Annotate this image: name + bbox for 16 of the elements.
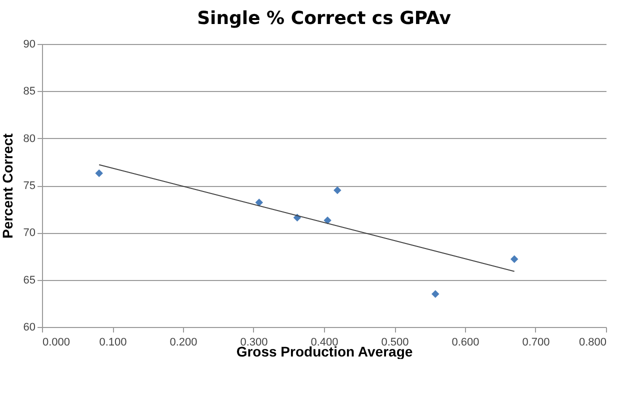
x-tick-label: 0.700	[522, 336, 550, 348]
x-tick-label: 0.100	[99, 336, 127, 348]
y-tick-label: 90	[23, 38, 36, 50]
x-tick-label: 0.200	[170, 336, 198, 348]
y-tick-label: 85	[23, 86, 36, 98]
y-tick-label: 70	[23, 227, 36, 240]
x-tick-label: 0.000	[42, 336, 70, 348]
chart-title: Single % Correct cs GPAv	[197, 8, 452, 29]
y-tick-label: 75	[23, 180, 36, 192]
y-axis-title: Percent Correct	[0, 133, 16, 239]
y-tick-label: 80	[23, 132, 36, 145]
y-tick-label: 60	[23, 322, 36, 334]
x-tick-label: 0.500	[381, 336, 409, 348]
x-tick-label: 0.800	[578, 336, 606, 348]
y-tick-label: 65	[23, 274, 36, 286]
x-tick-label: 0.600	[452, 336, 480, 348]
